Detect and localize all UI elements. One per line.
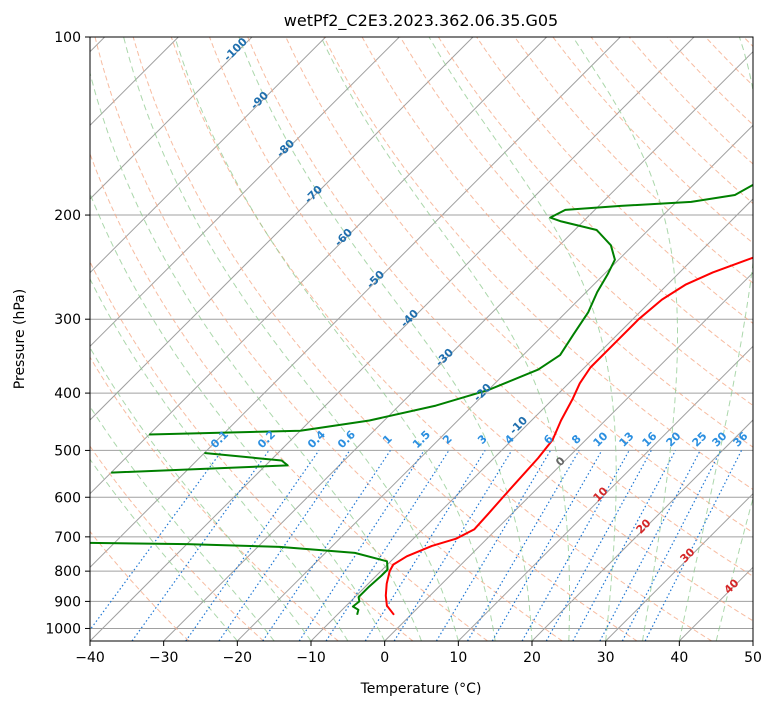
mixing-ratio-line [393, 450, 513, 641]
dry-adiabat-line [90, 152, 488, 641]
dry-adiabat-line [90, 356, 339, 641]
dry-adiabat-line [247, 37, 753, 577]
y-tick-label: 700 [54, 530, 81, 546]
y-tick-label: 400 [54, 386, 81, 402]
isotherm-line [457, 345, 753, 641]
isotherm-line [236, 124, 753, 641]
axes: −40 −30 −20 −10 0 10 20 30 40 50 100 200 300 400 500 60… [45, 30, 762, 666]
moist-adiabat-line [678, 37, 753, 641]
x-tick-label: 20 [523, 650, 541, 666]
isotherm-line [531, 419, 753, 641]
y-tick-label: 500 [54, 443, 81, 459]
x-axis-label: Temperature (°C) [360, 681, 482, 697]
x-tick-label: 30 [597, 650, 615, 666]
moist-adiabat-line [320, 37, 570, 641]
plot-area [90, 37, 753, 641]
x-tick-label: 0 [380, 650, 389, 666]
isotherm-line [384, 271, 753, 641]
dry-adiabat-line [170, 37, 712, 641]
moist-adiabat-line [90, 346, 312, 641]
moist-adiabat-line [238, 37, 533, 641]
moist-adiabat-line [90, 71, 422, 641]
dry-adiabat-line [132, 37, 638, 641]
isotherm-line [90, 37, 548, 495]
isotherm-line [90, 37, 400, 348]
mixing-ratio-line [466, 450, 580, 641]
x-tick-label: 10 [449, 650, 467, 666]
plot-frame [89, 36, 754, 642]
mixing-ratio-line [218, 450, 351, 641]
x-tick-label: −10 [296, 650, 326, 666]
dry-adiabat-line [514, 37, 753, 284]
y-tick-label: 300 [54, 312, 81, 328]
y-tick-label: 600 [54, 490, 81, 506]
mixing-ratio-line [545, 450, 652, 641]
x-tick-label: 50 [744, 650, 762, 666]
isotherm-line [605, 492, 753, 641]
dewpoint-profile-line [111, 452, 289, 474]
isotherm-line [90, 37, 253, 200]
dry-adiabat-line [94, 37, 563, 641]
y-tick-label: 200 [54, 208, 81, 224]
dry-adiabat-line [209, 37, 753, 622]
y-tick-label: 800 [54, 564, 81, 580]
mixing-ratio-line [521, 450, 630, 641]
mixing-ratio-line [572, 450, 677, 641]
dewpoint-profile-line [90, 541, 389, 616]
isotherm-line [90, 37, 621, 569]
moist-adiabat-line [174, 37, 496, 641]
moist-adiabat-line [90, 277, 349, 641]
dry-adiabat-line [90, 530, 190, 641]
isotherm-line [90, 37, 327, 274]
y-tick-label: 1000 [45, 621, 81, 637]
x-tick-label: −40 [75, 650, 105, 666]
dry-adiabat-line [90, 260, 414, 641]
data-layer [90, 183, 753, 616]
temperature-profile-line [384, 256, 753, 616]
mixing-ratio-line [90, 450, 223, 631]
moist-adiabat-line [715, 496, 753, 641]
x-tick-label: −20 [223, 650, 253, 666]
mixing-ratio-line [435, 450, 552, 641]
moist-adiabat-line [90, 192, 386, 641]
y-tick-label: 900 [54, 594, 81, 610]
x-tick-label: −30 [149, 650, 179, 666]
dry-adiabat-line [399, 37, 753, 407]
dewpoint-profile-line [149, 183, 753, 436]
mixing-ratio-line [325, 450, 450, 641]
dry-adiabat-line [90, 445, 264, 641]
chart-title: wetPf2_C2E3.2023.362.06.35.G05 [284, 11, 558, 31]
moist-adiabat-line [572, 37, 678, 641]
y-tick-label: 100 [54, 30, 81, 46]
mixing-ratio-line [364, 450, 486, 641]
moist-adiabat-line [90, 405, 275, 641]
moist-adiabat-line [123, 37, 459, 641]
y-axis-label: Pressure (hPa) [12, 289, 28, 389]
dry-adiabat-line [323, 37, 753, 491]
isotherm-line [163, 50, 753, 641]
isotherm-line [90, 37, 474, 421]
moist-adiabat-line [428, 37, 617, 641]
mixing-ratio-line [491, 450, 603, 641]
dry-adiabat-line [437, 37, 753, 365]
mixing-ratio-line [131, 450, 270, 641]
moist-adiabat-line [90, 458, 238, 641]
x-tick-label: 40 [670, 650, 688, 666]
